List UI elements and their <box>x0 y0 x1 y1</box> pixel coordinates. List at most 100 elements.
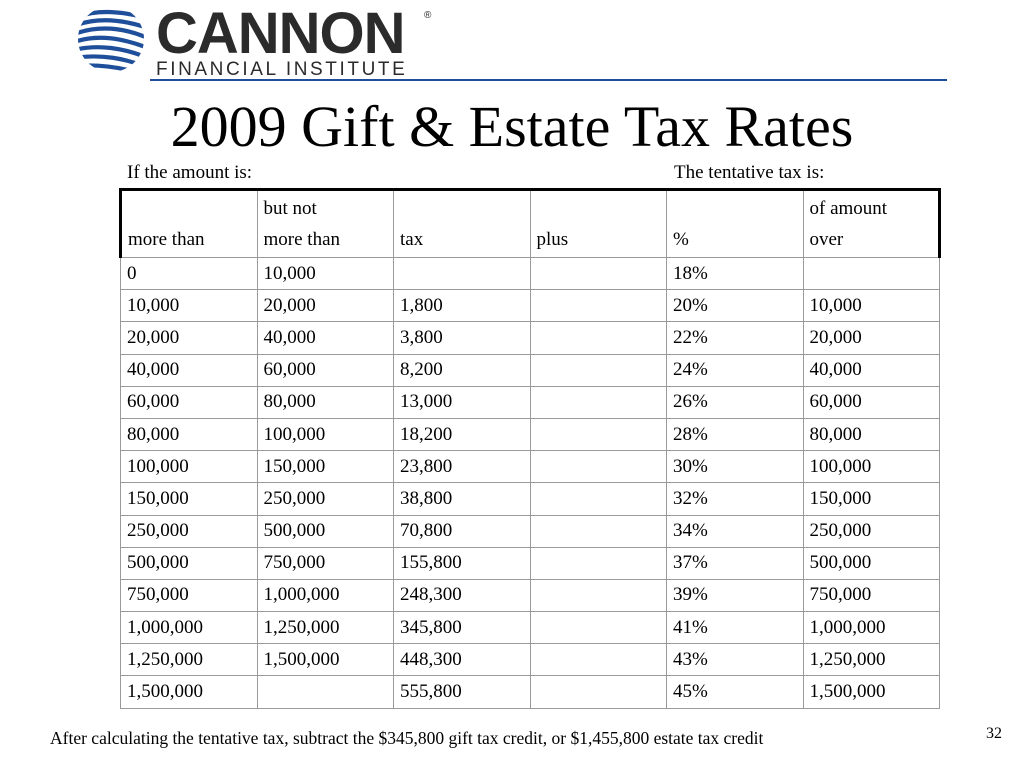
footnote: After calculating the tentative tax, sub… <box>50 728 764 748</box>
table-cell: 0 <box>120 256 258 291</box>
page-title: 2009 Gift & Estate Tax Rates <box>170 94 854 159</box>
table-cell: 40,000 <box>256 321 394 355</box>
page-number: 32 <box>986 725 1002 742</box>
table-cell: 13,000 <box>393 385 531 419</box>
table-cell: 155,800 <box>393 546 531 580</box>
table-cell: 60,000 <box>802 385 940 419</box>
table-cell: 26% <box>666 385 804 419</box>
table-cell: 500,000 <box>256 514 394 548</box>
table-cell: 1,500,000 <box>256 643 394 677</box>
table-cell: 1,500,000 <box>120 675 258 709</box>
table-cell: 18,200 <box>393 417 531 452</box>
column-header-line: plus <box>536 229 569 250</box>
table-cell: 555,800 <box>393 675 531 709</box>
table-cell <box>393 256 531 291</box>
table-row: 250,000 500,000 70,800 34% 250,000 <box>120 514 940 548</box>
cannon-logo: CANNON ® FINANCIAL INSTITUTE <box>76 1 436 80</box>
table-cell: 32% <box>666 482 804 516</box>
table-cell: 30% <box>666 450 804 484</box>
table-cell: 80,000 <box>120 417 258 452</box>
registered-mark: ® <box>424 10 432 21</box>
column-header: plus <box>529 188 667 258</box>
table-cell: 448,300 <box>393 643 531 677</box>
table-cell: 70,800 <box>393 514 531 548</box>
table-row: 10,000 20,000 1,800 20% 10,000 <box>120 289 940 323</box>
table-cell <box>529 546 667 580</box>
table-cell: 80,000 <box>802 417 940 452</box>
table-row: 750,000 1,000,000 248,300 39% 750,000 <box>120 578 940 613</box>
table-cell: 60,000 <box>256 353 394 387</box>
table-cell <box>529 289 667 323</box>
table-body: 0 10,000 18% 10,000 20,000 1,800 20% 10,000 20,0… <box>120 256 940 709</box>
column-header-line <box>673 193 802 224</box>
table-cell: 150,000 <box>256 450 394 484</box>
table-cell: 1,500,000 <box>802 675 940 709</box>
table-cell: 39% <box>666 578 804 613</box>
column-header-line <box>128 193 256 224</box>
table-cell: 1,250,000 <box>256 611 394 645</box>
table-cell: 60,000 <box>120 385 258 419</box>
table-row: 1,250,000 1,500,000 448,300 43% 1,250,000 <box>120 643 940 677</box>
table-cell: 248,300 <box>393 578 531 613</box>
table-cell: 100,000 <box>256 417 394 452</box>
table-header-row: more than but not more than tax plus % of a… <box>119 188 941 258</box>
table-cell: 500,000 <box>120 546 258 580</box>
column-header-line: but not <box>263 198 317 219</box>
table-cell <box>529 482 667 516</box>
column-header: but not more than <box>256 188 394 258</box>
table-row: 500,000 750,000 155,800 37% 500,000 <box>120 546 940 580</box>
table-cell: 100,000 <box>120 450 258 484</box>
table-cell: 100,000 <box>802 450 940 484</box>
table-row: 1,000,000 1,250,000 345,800 41% 1,000,000 <box>120 611 940 645</box>
table-cell: 500,000 <box>802 546 940 580</box>
column-header-line: over <box>809 229 844 250</box>
table-cell: 40,000 <box>120 353 258 387</box>
table-cell: 38,800 <box>393 482 531 516</box>
table-cell: 23,800 <box>393 450 531 484</box>
column-header-line: of amount <box>809 198 888 219</box>
table-cell: 3,800 <box>393 321 531 355</box>
table-cell: 750,000 <box>802 578 940 613</box>
logo-wordmark: CANNON <box>156 1 406 66</box>
table-cell: 20,000 <box>256 289 394 323</box>
table-cell <box>529 450 667 484</box>
table-cell: 20% <box>666 289 804 323</box>
column-header: tax <box>393 188 531 258</box>
table-cell: 22% <box>666 321 804 355</box>
table-cell <box>529 578 667 613</box>
table-cell: 8,200 <box>393 353 531 387</box>
table-cell: 43% <box>666 643 804 677</box>
table-cell <box>529 675 667 709</box>
table-cell <box>529 321 667 355</box>
table-cell: 80,000 <box>256 385 394 419</box>
header-divider <box>150 79 947 81</box>
table-cell: 20,000 <box>802 321 940 355</box>
column-header-line: % <box>673 229 689 250</box>
table-row: 80,000 100,000 18,200 28% 80,000 <box>120 417 940 452</box>
column-header: % <box>666 188 804 258</box>
column-header-line <box>400 193 529 224</box>
table-cell: 45% <box>666 675 804 709</box>
table-cell: 10,000 <box>802 289 940 323</box>
table-cell <box>802 256 940 291</box>
table-cell: 34% <box>666 514 804 548</box>
table-cell: 1,000,000 <box>120 611 258 645</box>
table-cell: 41% <box>666 611 804 645</box>
tax-rate-table: more than but not more than tax plus % of a… <box>119 188 941 709</box>
table-cell <box>529 353 667 387</box>
table-cell: 1,250,000 <box>120 643 258 677</box>
table-cell <box>529 611 667 645</box>
table-row: 60,000 80,000 13,000 26% 60,000 <box>120 385 940 419</box>
table-cell: 1,800 <box>393 289 531 323</box>
table-cell: 1,250,000 <box>802 643 940 677</box>
table-cell: 1,000,000 <box>256 578 394 613</box>
column-header: of amount over <box>802 188 941 258</box>
table-cell <box>529 256 667 291</box>
table-cell: 37% <box>666 546 804 580</box>
table-cell: 10,000 <box>120 289 258 323</box>
table-cell: 250,000 <box>120 514 258 548</box>
table-cell: 24% <box>666 353 804 387</box>
table-row: 0 10,000 18% <box>120 256 940 291</box>
table-cell <box>529 417 667 452</box>
table-row: 1,500,000 555,800 45% 1,500,000 <box>120 675 940 709</box>
